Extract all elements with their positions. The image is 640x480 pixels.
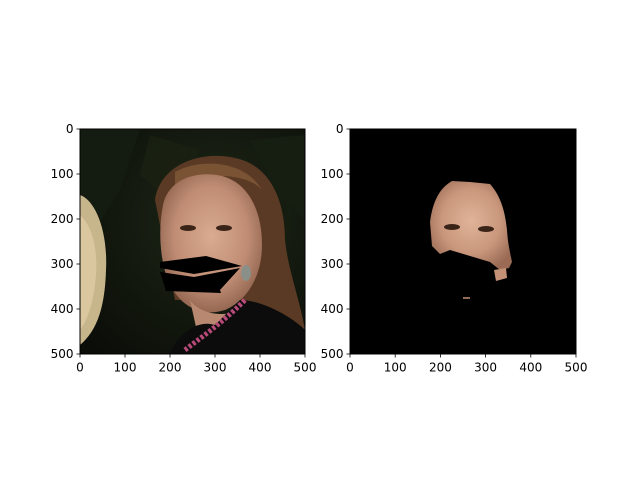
left-xtick-label: 300 (204, 361, 227, 375)
right-ytick-label: 200 (321, 212, 344, 226)
right-ytick-label: 0 (336, 122, 344, 136)
right-xtick-label: 0 (346, 361, 354, 375)
left-xtick-label: 200 (159, 361, 182, 375)
left-axes-frame (79, 128, 306, 355)
left-xtick-label: 0 (76, 361, 84, 375)
right-xtick-label: 400 (519, 361, 542, 375)
right-ytick-label: 100 (321, 167, 344, 181)
left-ytick-label: 100 (51, 167, 74, 181)
right-ytick-label: 400 (321, 302, 344, 316)
left-ytick-label: 200 (51, 212, 74, 226)
right-xtick-label: 300 (474, 361, 497, 375)
right-xtick-label: 100 (384, 361, 407, 375)
left-image (80, 129, 305, 354)
right-ytick-label: 500 (321, 347, 344, 361)
left-ytick-label: 400 (51, 302, 74, 316)
left-ytick-label: 300 (51, 257, 74, 271)
left-xtick-label: 400 (249, 361, 272, 375)
left-ytick-label: 500 (51, 347, 74, 361)
right-image (350, 129, 576, 354)
right-axes-frame (349, 128, 577, 355)
right-xtick-label: 500 (565, 361, 588, 375)
left-xtick-label: 500 (294, 361, 317, 375)
right-xtick-label: 200 (429, 361, 452, 375)
left-ytick-label: 0 (66, 122, 74, 136)
left-xtick-label: 100 (114, 361, 137, 375)
right-ytick-label: 300 (321, 257, 344, 271)
